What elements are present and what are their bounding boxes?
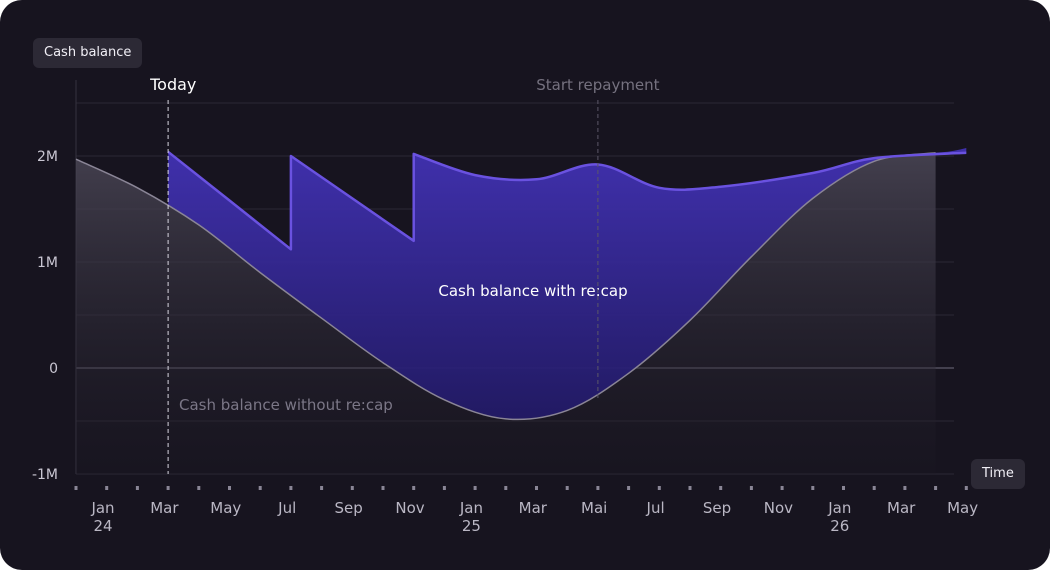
y-axis: 2M 1M 0 -1M [32,149,58,483]
x-axis-dot-18 [627,486,631,490]
x-axis-dot-9 [350,486,354,490]
x-axis-label: Time [971,459,1025,489]
x-axis-dot-23 [780,486,784,490]
x-axis-dot-3 [166,486,170,490]
x-tick-sublabel-6: 25 [462,517,481,535]
x-axis-dot-11 [412,486,416,490]
x-tick-label-6: Jan [459,499,483,517]
x-axis-dot-16 [565,486,569,490]
x-tick-label-11: Nov [764,499,793,517]
x-axis-dot-1 [105,486,109,490]
y-tick-label-2: 0 [49,361,58,377]
x-tick-label-9: Jul [646,499,665,517]
annotations: Today Start repayment [149,75,660,474]
x-tick-sublabel-12: 26 [830,517,849,535]
today-label: Today [149,75,196,94]
series-with-recap-label: Cash balance with re:cap [438,282,627,300]
x-tick-label-12: Jan [827,499,851,517]
x-axis-dot-25 [842,486,845,490]
x-tick-sublabel-0: 24 [93,517,112,535]
series-without-recap-label: Cash balance without re:cap [179,396,393,414]
x-axis-dot-2 [135,486,139,490]
x-axis-dot-27 [903,486,907,490]
y-tick-label-1: 1M [37,255,58,271]
x-axis-dot-21 [719,486,723,490]
x-tick-label-1: Mar [150,499,179,517]
y-tick-label-3: -1M [32,467,58,483]
start-repayment-label: Start repayment [536,76,659,94]
x-tick-label-2: May [210,499,241,517]
x-axis-dot-6 [258,486,262,490]
x-axis-dot-4 [197,486,201,490]
x-tick-label-7: Mar [519,499,548,517]
x-axis-dot-7 [289,486,293,490]
x-axis-dot-28 [934,486,938,490]
x-axis-dot-15 [535,486,538,490]
series-without-recap-line [75,152,936,421]
x-axis-dot-12 [442,486,446,490]
x-axis-dot-8 [320,486,324,490]
x-axis-dot-20 [688,486,692,490]
x-tick-label-5: Nov [395,499,424,517]
x-tick-label-10: Sep [703,499,731,517]
x-axis-dot-26 [872,486,876,490]
x-tick-label-8: Mai [581,499,607,517]
y-axis-label: Cash balance [33,38,143,68]
x-axis-dot-14 [504,486,508,490]
x-tick-label-4: Sep [334,499,362,517]
x-tick-label-0: Jan [90,499,114,517]
y-tick-label-0: 2M [37,149,58,165]
x-axis-dot-5 [228,486,231,490]
x-axis-dot-24 [811,486,815,490]
x-axis-dot-0 [74,486,78,490]
x-tick-label-3: Jul [277,499,296,517]
x-axis-dot-22 [749,486,753,490]
x-axis-dot-10 [381,486,385,490]
x-axis-dot-13 [473,486,477,490]
series-areas: Cash balance with re:cap Cash balance wit… [75,148,967,475]
series-with-recap-line [167,150,967,251]
series-without-recap-area [76,152,936,475]
x-tick-label-13: Mar [887,499,916,517]
x-axis-dot-17 [596,486,600,490]
x-axis-dot-19 [657,486,661,490]
x-axis-dot-29 [964,486,968,490]
x-tick-label-14: May [947,499,978,517]
